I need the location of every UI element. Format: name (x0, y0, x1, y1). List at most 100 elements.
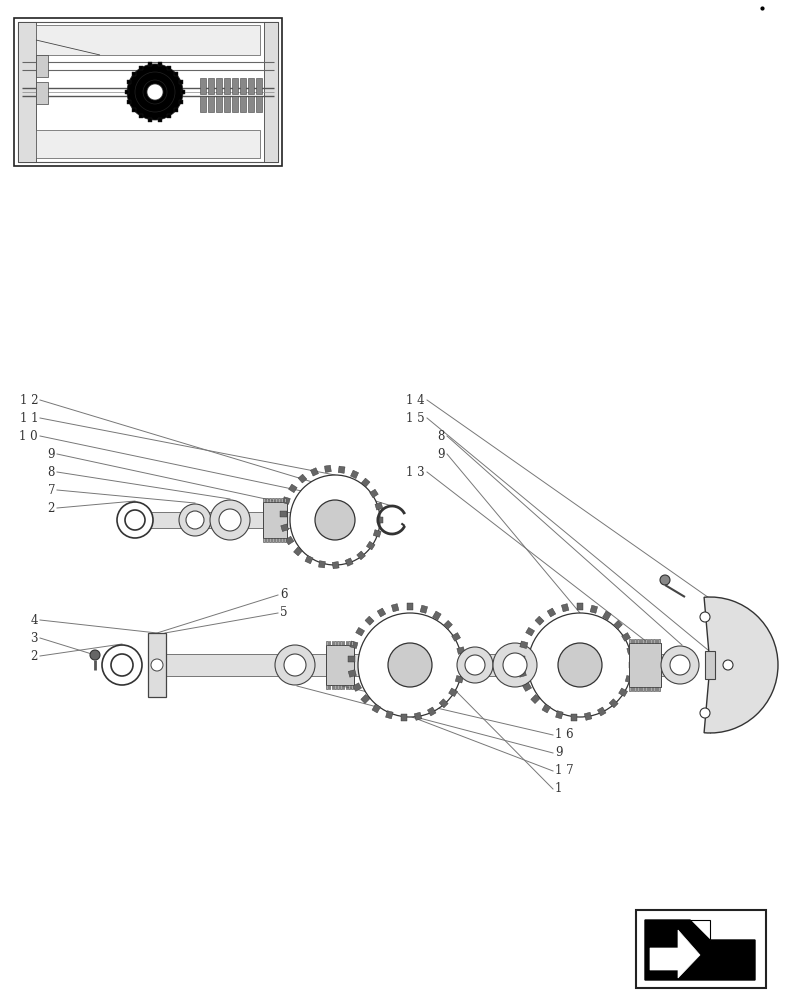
Bar (36, 25, 260, 55)
Circle shape (90, 650, 100, 660)
Circle shape (275, 645, 315, 685)
Bar (365, 616, 374, 625)
Bar (653, 639, 655, 643)
Bar (232, 96, 238, 112)
Text: 8: 8 (47, 466, 55, 479)
Circle shape (670, 655, 690, 675)
Bar (377, 517, 383, 523)
Bar (167, 66, 171, 70)
Bar (275, 538, 277, 542)
Bar (326, 641, 328, 645)
Bar (337, 641, 339, 645)
Bar (208, 96, 214, 112)
Bar (522, 683, 532, 691)
Text: 3: 3 (31, 632, 38, 645)
Bar (285, 536, 294, 545)
Bar (351, 641, 353, 645)
Bar (332, 641, 333, 645)
Bar (148, 62, 152, 66)
Bar (658, 687, 660, 691)
Bar (224, 96, 230, 112)
Bar (619, 688, 627, 697)
Bar (518, 656, 525, 662)
Bar (642, 639, 644, 643)
Bar (263, 502, 287, 538)
Bar (139, 114, 143, 118)
Bar (547, 608, 556, 617)
Bar (282, 497, 290, 504)
Bar (626, 647, 635, 654)
Bar (629, 639, 630, 643)
Bar (180, 80, 184, 84)
Circle shape (186, 511, 204, 529)
Bar (332, 685, 333, 689)
Bar (658, 639, 660, 643)
Bar (642, 687, 644, 691)
Bar (329, 685, 330, 689)
Bar (457, 647, 465, 654)
Bar (281, 524, 288, 531)
Circle shape (290, 475, 380, 565)
Circle shape (125, 510, 145, 530)
Bar (200, 78, 206, 94)
Text: 1 5: 1 5 (407, 412, 425, 424)
Circle shape (700, 708, 710, 718)
Bar (139, 66, 143, 70)
Bar (266, 538, 268, 542)
Bar (310, 468, 318, 476)
Bar (334, 685, 336, 689)
Bar (174, 108, 178, 112)
Bar (361, 478, 370, 487)
Bar (18, 22, 278, 162)
Text: 1 0: 1 0 (20, 430, 38, 442)
Bar (427, 707, 436, 716)
Bar (650, 687, 652, 691)
Bar (248, 78, 254, 94)
Bar (439, 699, 448, 708)
Circle shape (465, 655, 485, 675)
Bar (256, 78, 262, 94)
Circle shape (147, 84, 163, 100)
Polygon shape (690, 920, 710, 940)
Bar (256, 96, 262, 112)
Bar (519, 670, 526, 677)
Circle shape (660, 575, 670, 585)
Bar (343, 685, 344, 689)
Text: 1 2: 1 2 (20, 393, 38, 406)
Bar (353, 683, 362, 691)
Bar (329, 641, 330, 645)
Bar (577, 603, 582, 610)
Bar (372, 704, 381, 713)
Bar (14, 18, 282, 166)
Text: 1 3: 1 3 (407, 466, 425, 479)
Text: 8: 8 (437, 430, 445, 442)
Bar (535, 616, 544, 625)
Bar (18, 22, 36, 162)
Bar (240, 96, 246, 112)
Bar (125, 90, 129, 94)
Bar (36, 130, 260, 158)
Bar (340, 685, 342, 689)
Bar (392, 604, 399, 612)
Bar (656, 639, 657, 643)
Bar (648, 687, 649, 691)
Bar (613, 620, 623, 629)
Bar (632, 639, 634, 643)
Bar (584, 712, 592, 720)
Bar (348, 670, 356, 677)
Circle shape (723, 660, 733, 670)
Bar (597, 707, 606, 716)
Text: 1 4: 1 4 (407, 393, 425, 406)
Bar (629, 662, 635, 668)
Bar (526, 627, 534, 636)
Bar (653, 687, 655, 691)
Bar (148, 118, 152, 122)
Bar (351, 685, 353, 689)
Bar (127, 80, 131, 84)
Bar (637, 687, 638, 691)
Circle shape (315, 500, 355, 540)
Bar (400, 714, 407, 721)
Circle shape (388, 643, 432, 687)
Bar (333, 562, 339, 569)
Bar (348, 685, 350, 689)
